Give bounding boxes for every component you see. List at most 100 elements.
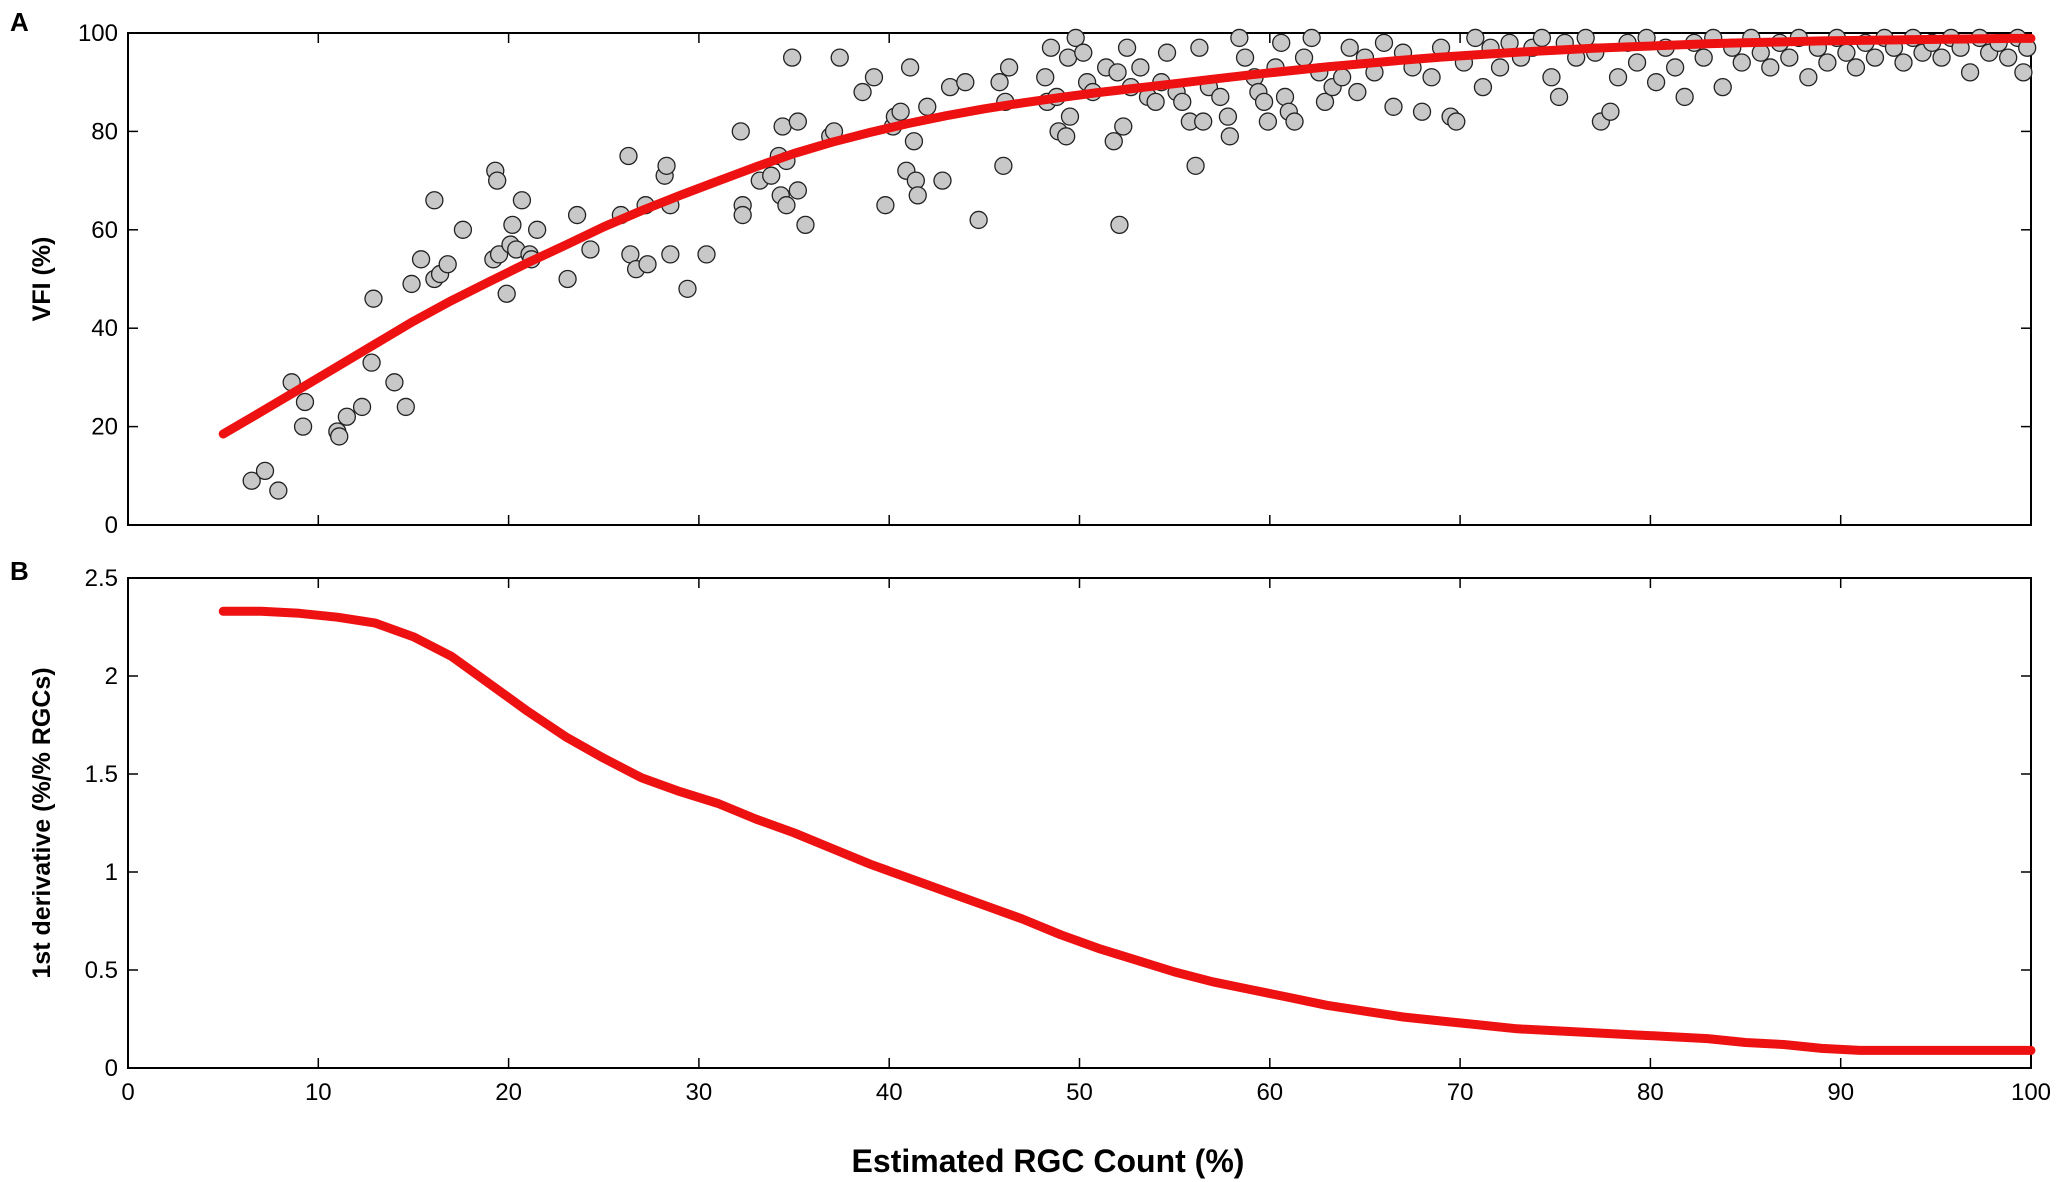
scatter-point	[661, 245, 680, 264]
scatter-point	[918, 97, 937, 116]
scatter-point	[1447, 112, 1466, 131]
scatter-point	[512, 191, 532, 210]
scatter-point	[1713, 77, 1732, 97]
scatter-point	[1157, 43, 1177, 62]
scatter-point	[969, 210, 988, 230]
scatter-point	[762, 166, 781, 185]
scatter-point	[788, 112, 808, 131]
scatter-point	[904, 132, 924, 151]
scatter-point	[385, 373, 404, 392]
scatter-point	[1542, 68, 1561, 87]
panel-b-xtick-label: 50	[1066, 1079, 1093, 1106]
scatter-point	[1066, 28, 1085, 48]
scatter-point	[994, 156, 1013, 175]
scatter-point	[1060, 107, 1080, 126]
scatter-point	[337, 407, 356, 426]
scatter-point	[1412, 102, 1432, 121]
panel-b-axes-box	[127, 577, 2032, 1069]
scatter-point	[1490, 58, 1510, 77]
scatter-point	[940, 77, 960, 97]
scatter-point	[1799, 68, 1818, 87]
scatter-point	[891, 102, 910, 121]
scatter-point	[933, 171, 952, 190]
scatter-point	[255, 461, 275, 481]
scatter-point	[1894, 53, 1913, 72]
scatter-point	[733, 205, 752, 225]
scatter-point	[1761, 58, 1780, 77]
scatter-point	[1576, 28, 1595, 48]
scatter-point	[990, 73, 1009, 92]
panel-b-xtick-label: 100	[2011, 1079, 2051, 1106]
panel-b-ytick-label: 2	[105, 663, 118, 690]
scatter-point	[581, 240, 600, 259]
scatter-point	[1374, 33, 1394, 52]
scatter-point	[1675, 87, 1694, 107]
panel-b-xtick-label: 70	[1447, 1079, 1474, 1106]
scatter-point	[788, 181, 808, 200]
panel-b: B 0 10 20 30 40 50 60 70 80 90 100 0 0.5 1 1.5 2 2.5 1st…	[10, 556, 2051, 1106]
scatter-point	[777, 196, 796, 215]
scatter-point	[876, 196, 895, 215]
scatter-point	[1422, 68, 1441, 87]
panel-a-fit-curve	[218, 33, 2036, 439]
scatter-point	[1104, 132, 1123, 151]
panel-b-xtick-label: 10	[305, 1079, 332, 1106]
scatter-point	[1254, 92, 1274, 112]
scatter-point	[999, 58, 1019, 77]
scatter-point	[1466, 28, 1485, 48]
derivative-curve-line	[218, 606, 2036, 1055]
scatter-point	[1294, 48, 1314, 67]
panel-a-letter: A	[10, 7, 29, 37]
x-axis-label: Estimated RGC Count (%)	[852, 1143, 1245, 1179]
scatter-point	[295, 392, 315, 412]
scatter-point	[1549, 87, 1569, 107]
scatter-point	[731, 122, 750, 141]
panel-a-ytick-label: 0	[105, 512, 118, 539]
scatter-point	[638, 255, 657, 274]
scatter-point	[330, 427, 349, 446]
scatter-point	[1846, 58, 1866, 77]
scatter-point	[1694, 48, 1713, 67]
scatter-point	[1384, 97, 1403, 116]
scatter-point	[1348, 82, 1367, 102]
scatter-point	[1235, 48, 1255, 67]
scatter-point	[864, 68, 884, 87]
scatter-point	[567, 205, 587, 225]
panel-b-ytick-label: 1	[105, 859, 118, 886]
scatter-point	[1057, 127, 1076, 146]
panel-b-xtick-label: 90	[1827, 1079, 1854, 1106]
scatter-point	[1627, 53, 1647, 72]
panel-b-xtick-label: 20	[495, 1079, 522, 1106]
scatter-point	[773, 117, 792, 136]
scatter-point	[1131, 58, 1150, 77]
scatter-point	[1837, 43, 1856, 62]
scatter-point	[453, 220, 473, 239]
panel-b-xtick-label: 40	[876, 1079, 903, 1106]
panel-b-derivative-curve	[218, 606, 2036, 1055]
scatter-point	[956, 73, 975, 92]
panel-b-xtick-label: 30	[686, 1079, 713, 1106]
scatter-point	[293, 417, 313, 436]
panel-b-xtick-label: 0	[121, 1079, 134, 1106]
panel-a-ytick-label: 80	[91, 118, 118, 145]
scatter-point	[411, 250, 431, 269]
panel-b-xtick-label: 60	[1256, 1079, 1283, 1106]
scatter-point	[402, 274, 421, 294]
scatter-point	[853, 82, 872, 102]
scatter-point	[1932, 48, 1951, 67]
scatter-point	[497, 284, 516, 303]
scatter-point	[796, 215, 815, 235]
scatter-point	[1302, 28, 1321, 48]
scatter-point	[362, 353, 381, 372]
scatter-point	[1230, 28, 1249, 48]
scatter-point	[527, 220, 547, 239]
panel-b-xtick-label: 80	[1637, 1079, 1664, 1106]
scatter-point	[1999, 48, 2018, 67]
scatter-point	[1340, 38, 1359, 57]
scatter-point	[1601, 102, 1620, 121]
scatter-point	[1285, 112, 1304, 131]
scatter-point	[1108, 63, 1127, 82]
scatter-point	[352, 397, 372, 417]
scatter-point	[1315, 92, 1335, 112]
panel-a-ylabel: VFI (%)	[28, 237, 56, 322]
